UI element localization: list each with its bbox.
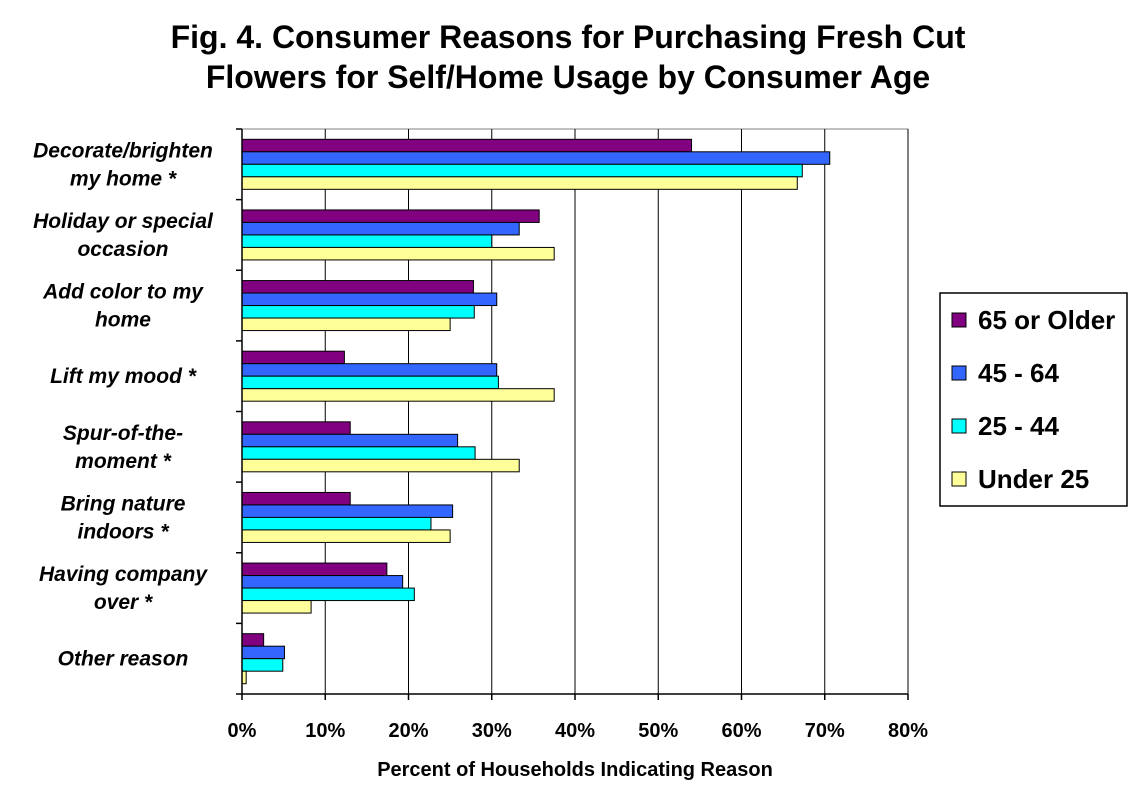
x-tick-label: 30% xyxy=(472,720,512,742)
category-label: Bring nature xyxy=(61,492,186,515)
legend-swatch xyxy=(951,365,967,381)
bar-25-44 xyxy=(241,234,493,248)
chart-title: Fig. 4. Consumer Reasons for Purchasing … xyxy=(171,19,966,95)
bar-65-or-older xyxy=(241,633,265,647)
category-label: home xyxy=(95,309,151,332)
legend-swatch xyxy=(951,471,967,487)
x-tick-label: 80% xyxy=(888,720,928,742)
x-tick-label: 40% xyxy=(555,720,595,742)
bar-25-44 xyxy=(241,446,476,460)
legend-label: Under 25 xyxy=(978,464,1089,494)
bar-65-or-older xyxy=(241,350,345,365)
category-label: over * xyxy=(94,591,153,614)
category-label: moment * xyxy=(75,450,172,473)
bar-25-44 xyxy=(241,163,803,178)
legend-box xyxy=(939,292,1128,507)
bar-25-44 xyxy=(241,516,432,531)
bar-25-44 xyxy=(241,587,415,602)
legend-label: 45 - 64 xyxy=(978,358,1059,388)
legend-label: 25 - 44 xyxy=(978,411,1059,441)
bar-under-25 xyxy=(241,529,451,543)
category-label: Decorate/brighten xyxy=(33,139,213,162)
bar-45-64 xyxy=(241,292,498,307)
x-tick-label: 70% xyxy=(805,720,845,742)
bar-65-or-older xyxy=(241,562,388,577)
chart-title-line: Fig. 4. Consumer Reasons for Purchasing … xyxy=(171,19,966,55)
category-label: Spur-of-the- xyxy=(63,422,183,445)
chart-title-line: Flowers for Self/Home Usage by Consumer … xyxy=(206,59,930,95)
bar-25-44 xyxy=(241,375,499,390)
bars xyxy=(241,138,831,685)
bar-45-64 xyxy=(241,645,285,660)
category-label: Other reason xyxy=(58,648,189,671)
category-label: Holiday or special xyxy=(33,210,214,233)
legend-swatch xyxy=(951,312,967,328)
bar-65-or-older xyxy=(241,421,351,435)
bar-25-44 xyxy=(241,658,284,672)
legend-swatch xyxy=(951,418,967,434)
bar-45-64 xyxy=(241,363,498,377)
x-tick-label: 50% xyxy=(638,720,678,742)
bar-65-or-older xyxy=(241,280,474,294)
category-label: indoors * xyxy=(77,520,169,543)
x-tick-label: 0% xyxy=(228,720,257,742)
axes xyxy=(236,128,909,700)
bar-45-64 xyxy=(241,221,520,236)
x-tick-label: 60% xyxy=(721,720,761,742)
bar-under-25 xyxy=(241,458,520,473)
bar-65-or-older xyxy=(241,209,540,223)
x-axis-title: Percent of Households Indicating Reason xyxy=(377,759,773,781)
category-label: my home * xyxy=(70,167,177,190)
category-labels: Decorate/brighten my home * Holiday or spe… xyxy=(33,139,214,670)
category-label: occasion xyxy=(77,238,168,261)
bar-45-64 xyxy=(241,575,404,589)
x-tick-label: 10% xyxy=(305,720,345,742)
bar-65-or-older xyxy=(241,138,693,153)
bar-45-64 xyxy=(241,504,454,518)
bar-under-25 xyxy=(241,246,555,261)
category-label: Add color to my xyxy=(42,281,204,304)
x-tick-labels: 0% 10% 20% 30% 40% 50% 60% 70% 80% xyxy=(228,720,929,742)
bar-45-64 xyxy=(241,151,831,165)
bar-45-64 xyxy=(241,433,459,448)
x-tick-label: 20% xyxy=(388,720,428,742)
bar-under-25 xyxy=(241,317,451,332)
category-label: Lift my mood * xyxy=(50,365,197,388)
category-label: Having company xyxy=(39,563,208,586)
bar-under-25 xyxy=(241,176,798,190)
bar-under-25 xyxy=(241,388,555,402)
bar-25-44 xyxy=(241,305,475,319)
legend-label: 65 or Older xyxy=(978,305,1115,335)
bar-under-25 xyxy=(241,600,312,614)
legend: 65 or Older 45 - 64 25 - 44 Under 25 xyxy=(939,292,1128,507)
bar-65-or-older xyxy=(241,491,351,506)
